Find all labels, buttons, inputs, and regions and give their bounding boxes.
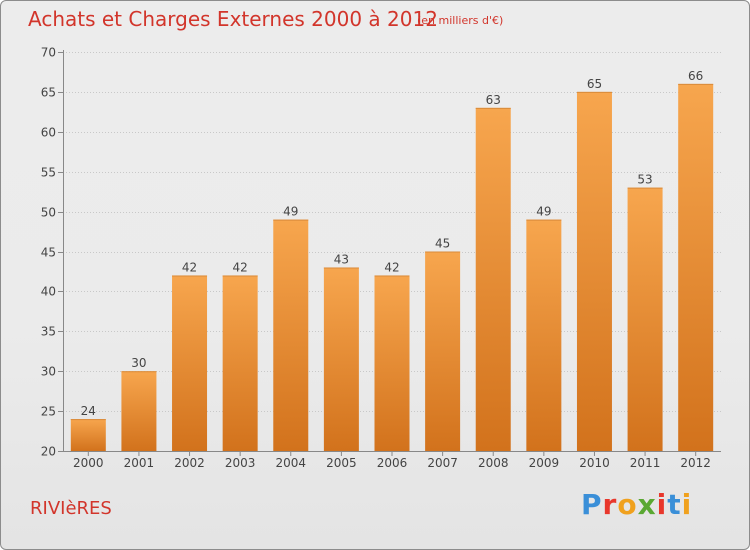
bar xyxy=(121,371,157,451)
y-tick-label: 65 xyxy=(41,86,56,100)
x-tick-label: 2002 xyxy=(174,456,205,470)
y-tick-label: 55 xyxy=(41,166,56,180)
x-tick-label: 2010 xyxy=(579,456,610,470)
bar-value-label: 49 xyxy=(536,205,551,219)
logo-letter: P xyxy=(581,488,603,521)
bar xyxy=(323,267,359,451)
y-tick-label: 30 xyxy=(41,365,56,379)
x-tick-label: 2000 xyxy=(73,456,104,470)
bar-value-label: 45 xyxy=(435,237,450,251)
bar xyxy=(273,219,309,451)
x-tick-label: 2007 xyxy=(427,456,458,470)
bar-value-label: 42 xyxy=(233,260,248,274)
bar xyxy=(526,219,562,451)
x-tick-label: 2004 xyxy=(275,456,306,470)
bar-value-label: 24 xyxy=(81,404,96,418)
axes: 20 25 30 35 40 45 50 55 60 65 70 2000 2001 2002 2003 20… xyxy=(41,46,721,470)
y-tick-label: 45 xyxy=(41,246,56,260)
bar xyxy=(172,275,208,451)
logo-letter: x xyxy=(637,488,657,521)
bar xyxy=(222,275,258,451)
proxiti-logo: Proxiti xyxy=(581,488,692,521)
logo-letter: o xyxy=(617,488,638,521)
bar-value-label: 66 xyxy=(688,69,703,83)
y-tick-label: 20 xyxy=(41,445,56,459)
bar-value-label: 63 xyxy=(486,93,501,107)
y-tick-label: 35 xyxy=(41,325,56,339)
logo-letter: r xyxy=(602,488,618,521)
chart-subtitle: (en milliers d'€) xyxy=(417,14,504,27)
y-tick-label: 60 xyxy=(41,126,56,140)
bar-value-label: 53 xyxy=(637,173,652,187)
bar xyxy=(576,91,612,452)
bar xyxy=(70,419,106,451)
bar-value-label: 42 xyxy=(384,260,399,274)
bar xyxy=(425,251,461,451)
logo-letter: i xyxy=(681,488,693,521)
x-tick-label: 2001 xyxy=(124,456,155,470)
x-tick-label: 2005 xyxy=(326,456,357,470)
bars xyxy=(70,83,714,452)
logo-letter: t xyxy=(667,488,682,521)
x-tick-label: 2011 xyxy=(630,456,661,470)
x-tick-label: 2006 xyxy=(377,456,408,470)
bar-value-label: 43 xyxy=(334,252,349,266)
x-tick-label: 2003 xyxy=(225,456,256,470)
bar-value-label: 65 xyxy=(587,77,602,91)
y-tick-label: 40 xyxy=(41,285,56,299)
y-tick-label: 70 xyxy=(41,46,56,60)
bar xyxy=(627,187,663,451)
chart-title: Achats et Charges Externes 2000 à 2012 xyxy=(28,7,438,31)
bar xyxy=(475,107,511,452)
bar-value-label: 30 xyxy=(131,356,146,370)
bar-value-label: 42 xyxy=(182,260,197,274)
town-name: RIVIèRES xyxy=(30,498,112,519)
y-tick-label: 25 xyxy=(41,405,56,419)
labels: 24 30 42 42 49 43 42 45 63 49 65 53 66 xyxy=(81,69,704,418)
y-tick-label: 50 xyxy=(41,206,56,220)
x-tick-label: 2009 xyxy=(529,456,560,470)
x-tick-label: 2008 xyxy=(478,456,509,470)
bar xyxy=(374,275,410,451)
bar-value-label: 49 xyxy=(283,205,298,219)
x-tick-label: 2012 xyxy=(680,456,711,470)
bar xyxy=(678,83,714,452)
logo-letter: i xyxy=(656,488,668,521)
